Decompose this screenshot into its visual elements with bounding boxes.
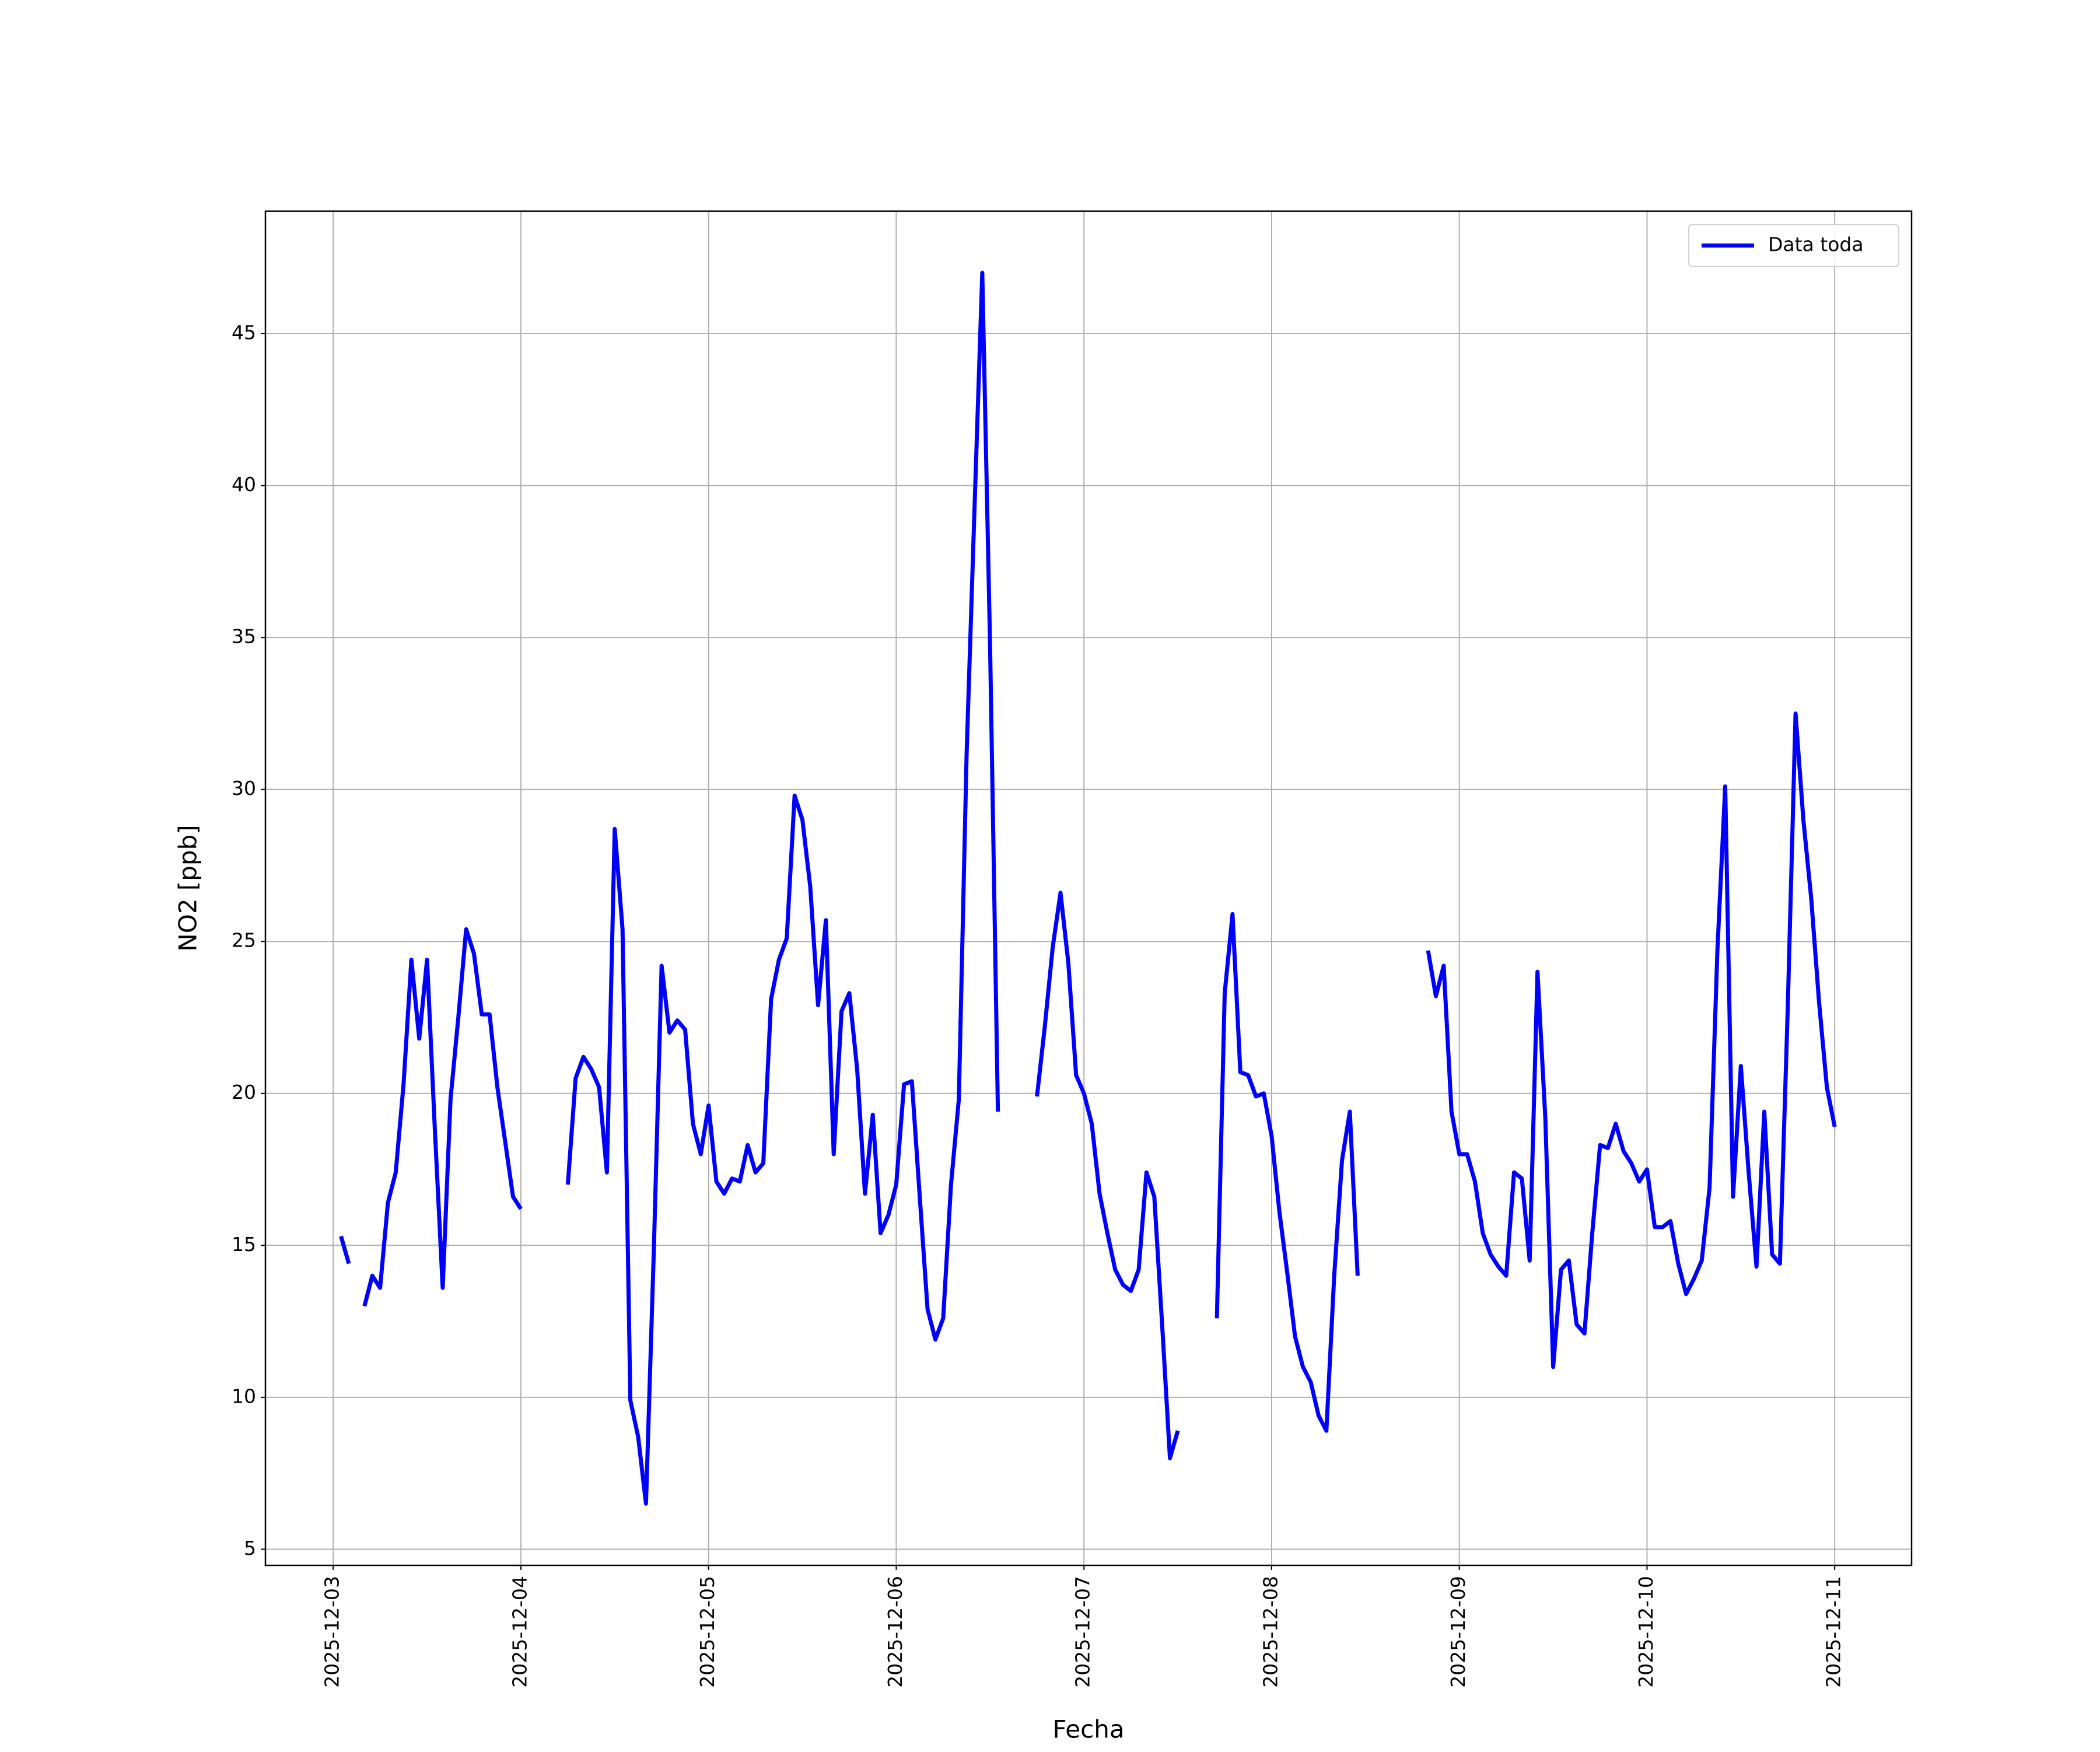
x-axis-label: Fecha: [1052, 1715, 1124, 1744]
plot-frame: [264, 210, 1913, 1567]
y-tick-label: 5: [244, 1537, 256, 1560]
x-tick-label: 2025-12-10: [1634, 1576, 1657, 1688]
y-tick-label: 35: [232, 625, 256, 648]
y-axis-label: NO2 [ppb]: [174, 825, 202, 951]
x-tick-label: 2025-12-03: [321, 1576, 344, 1688]
legend: Data toda: [1688, 224, 1899, 267]
x-tick-label: 2025-12-11: [1822, 1576, 1845, 1688]
legend-label: Data toda: [1768, 233, 1864, 256]
x-tick-label: 2025-12-07: [1072, 1576, 1094, 1688]
y-tick-label: 10: [232, 1385, 256, 1407]
y-tick-label: 30: [232, 777, 256, 800]
y-tick-label: 45: [232, 321, 256, 344]
y-tick-label: 15: [232, 1233, 256, 1256]
y-tick-label: 20: [232, 1081, 256, 1103]
y-tick-label: 25: [232, 929, 256, 952]
x-tick-label: 2025-12-06: [884, 1576, 907, 1688]
x-tick-label: 2025-12-09: [1447, 1576, 1469, 1688]
x-tick-label: 2025-12-05: [696, 1576, 719, 1688]
legend-box: [1688, 224, 1899, 267]
x-tick-label: 2025-12-08: [1259, 1576, 1282, 1688]
data-line: [339, 271, 1837, 1506]
y-tick-label: 40: [232, 473, 256, 496]
x-tick-label: 2025-12-04: [508, 1576, 531, 1688]
